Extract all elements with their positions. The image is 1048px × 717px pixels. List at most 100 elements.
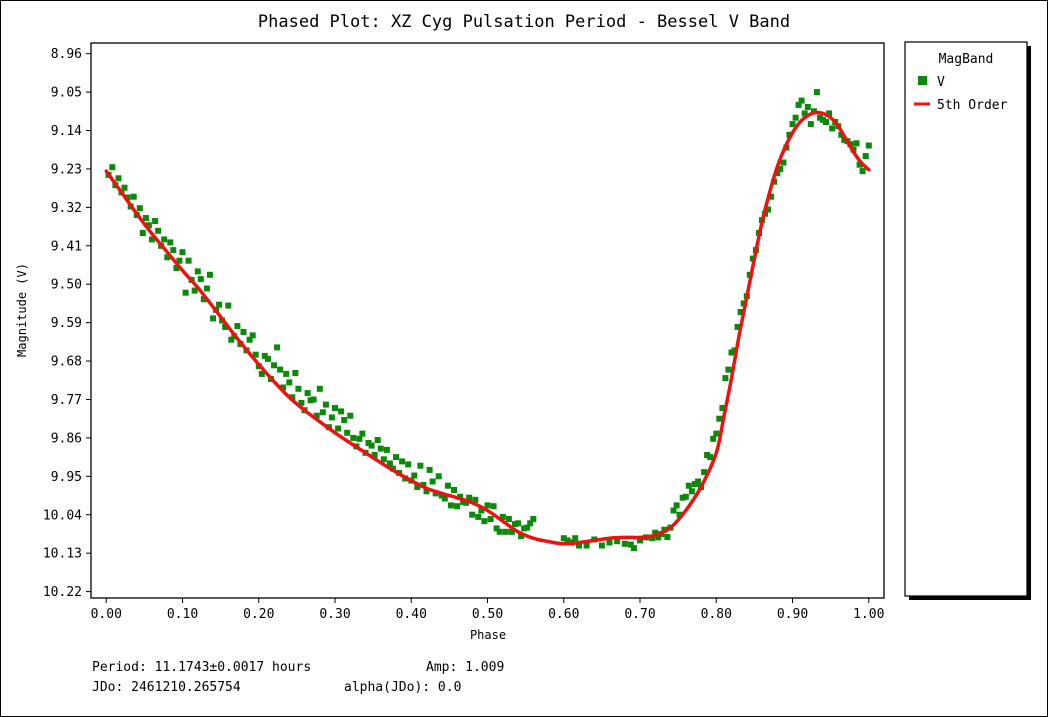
data-point-v [841,136,848,143]
x-axis: 0.00 0.10 0.20 0.30 0.40 0.50 0.60 0.70 0.80 0.90… [91,598,884,622]
data-point-v [271,362,277,369]
x-tick-label: 0.90 [777,607,808,622]
data-point-v [621,540,628,547]
data-point-v [691,481,698,487]
data-point-v [493,525,500,532]
data-point-v [121,184,128,191]
data-point-v [710,435,717,442]
data-point-v [423,488,430,495]
data-point-v [655,534,662,541]
y-tick-label: 10.04 [43,508,82,523]
data-point-v [145,222,152,229]
data-point-v [322,401,329,408]
data-point-v [173,265,180,271]
data-point-v [405,461,412,468]
data-point-v [725,366,732,373]
data-point-v [798,97,805,104]
data-point-v [496,528,503,535]
data-point-v [576,542,582,549]
data-point-v [164,254,171,261]
data-point-v [197,276,204,283]
data-point-v [252,351,259,358]
data-point-v [614,538,621,545]
data-point-v [344,429,351,436]
data-point-v [795,101,802,108]
data-point-v [862,153,869,160]
data-point-v [222,323,229,330]
data-point-v [335,425,342,432]
data-point-v [246,336,253,343]
x-tick-label: 0.20 [243,607,274,622]
data-point-v [399,458,406,465]
data-point-v [295,385,302,392]
data-point-v [179,249,186,256]
data-point-v [258,370,265,377]
data-point-v [210,315,216,322]
data-point-v [487,516,494,522]
data-point-v [530,516,537,522]
data-point-v [304,390,311,397]
data-point-v [350,434,357,441]
y-tick-label: 9.95 [51,470,82,485]
data-point-v [383,446,390,453]
data-point-v [441,495,448,502]
data-point-v [856,161,863,168]
amp-text: Amp: 1.009 [426,660,505,675]
data-point-v [142,215,149,221]
data-point-v [386,460,393,467]
data-point-v [838,131,845,138]
data-point-v [115,175,122,182]
data-point-v [347,412,354,419]
y-tick-label: 9.41 [51,239,82,254]
data-point-v [292,370,299,376]
data-point-v [598,542,605,549]
data-point-v [200,296,207,303]
data-point-v [734,323,741,330]
plot-area [90,42,885,599]
data-point-v [380,456,387,463]
data-point-v [444,482,451,489]
data-point-v [560,535,567,542]
data-point-v [167,239,174,246]
data-point-v [130,193,137,200]
data-point-v [777,165,784,172]
data-point-v [264,355,271,362]
y-tick-label: 9.50 [51,278,82,293]
data-point-v [261,352,268,359]
data-point-v [341,417,348,423]
data-point-v [515,520,521,527]
data-point-v [393,454,399,461]
data-point-v [432,490,439,497]
data-point-v [859,168,866,175]
data-point-v [454,503,460,510]
data-point-v [234,323,241,330]
x-tick-label: 0.00 [91,607,122,622]
fit-curve-5th-order [104,110,871,546]
legend-v-marker [918,76,927,85]
y-tick-label: 9.14 [51,124,82,139]
data-point-v [572,535,579,542]
data-point-v [630,545,637,552]
data-point-v [359,430,366,437]
data-point-v [447,502,454,509]
data-point-v [368,442,375,449]
data-point-v [109,164,116,171]
series-5th-order [104,110,871,546]
y-tick-label: 9.59 [51,316,82,331]
data-point-v [155,227,162,234]
data-point-v [374,437,381,443]
data-point-v [228,336,235,343]
data-point-v [472,496,479,503]
data-point-v [283,370,290,377]
data-point-v [765,206,772,213]
chart-title: Phased Plot: XZ Cyg Pulsation Period - B… [258,12,790,32]
data-point-v [505,516,512,522]
data-point-v [356,435,363,442]
data-point-v [298,399,305,406]
data-point-v [649,535,656,542]
data-point-v [813,89,820,96]
legend-title: MagBand [939,52,994,67]
y-tick-label: 10.13 [43,547,82,562]
data-point-v [420,481,427,488]
